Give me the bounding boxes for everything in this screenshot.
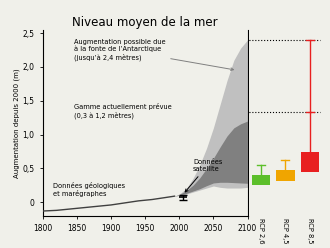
Bar [277,170,294,181]
Bar [301,152,319,172]
Text: Augmentation possible due
à la fonte de l’Antarctique
(jusqu’à 2,4 mètres): Augmentation possible due à la fonte de … [74,38,233,70]
Text: RCP 8,5: RCP 8,5 [307,218,313,244]
Text: Données géologiques
et marégraphes: Données géologiques et marégraphes [53,182,125,197]
Bar [252,175,270,185]
Y-axis label: Augmentation depuis 2000 (m): Augmentation depuis 2000 (m) [13,68,20,178]
Title: Niveau moyen de la mer: Niveau moyen de la mer [72,16,218,29]
Text: Gamme actuellement prévue
(0,3 à 1,2 mètres): Gamme actuellement prévue (0,3 à 1,2 mèt… [74,103,171,119]
Text: Données
satellite: Données satellite [185,159,222,192]
Text: RCP 2,6: RCP 2,6 [258,218,264,244]
Text: RCP 4,5: RCP 4,5 [282,218,288,244]
